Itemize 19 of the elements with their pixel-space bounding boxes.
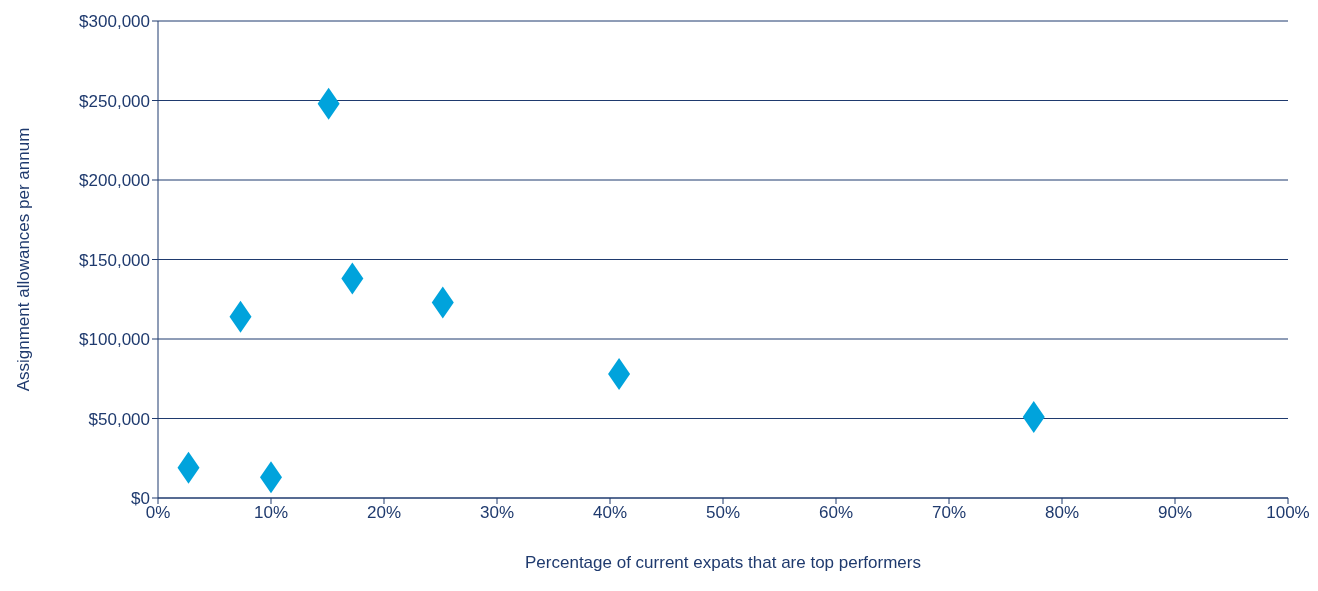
x-tick-label: 30% — [479, 503, 515, 523]
x-tick-label: 70% — [931, 503, 967, 523]
y-axis-title: Assignment allowances per annum — [14, 127, 34, 392]
y-tick-label: $50,000 — [88, 409, 150, 429]
y-tick-label: $300,000 — [79, 12, 150, 32]
y-tick-label: $150,000 — [79, 250, 150, 270]
x-tick-label: 0% — [145, 503, 171, 523]
x-tick-label: 60% — [818, 503, 854, 523]
x-tick-label: 20% — [366, 503, 402, 523]
x-tick-label: 90% — [1157, 503, 1193, 523]
y-tick-label: $200,000 — [79, 171, 150, 191]
y-tick-label: $100,000 — [79, 330, 150, 350]
x-tick-label: 50% — [705, 503, 741, 523]
x-tick-label: 10% — [253, 503, 289, 523]
x-tick-label: 80% — [1044, 503, 1080, 523]
y-tick-label: $250,000 — [79, 91, 150, 111]
x-tick-label: 40% — [592, 503, 628, 523]
x-tick-label: 100% — [1266, 503, 1310, 523]
x-axis-title: Percentage of current expats that are top performers — [525, 553, 921, 572]
